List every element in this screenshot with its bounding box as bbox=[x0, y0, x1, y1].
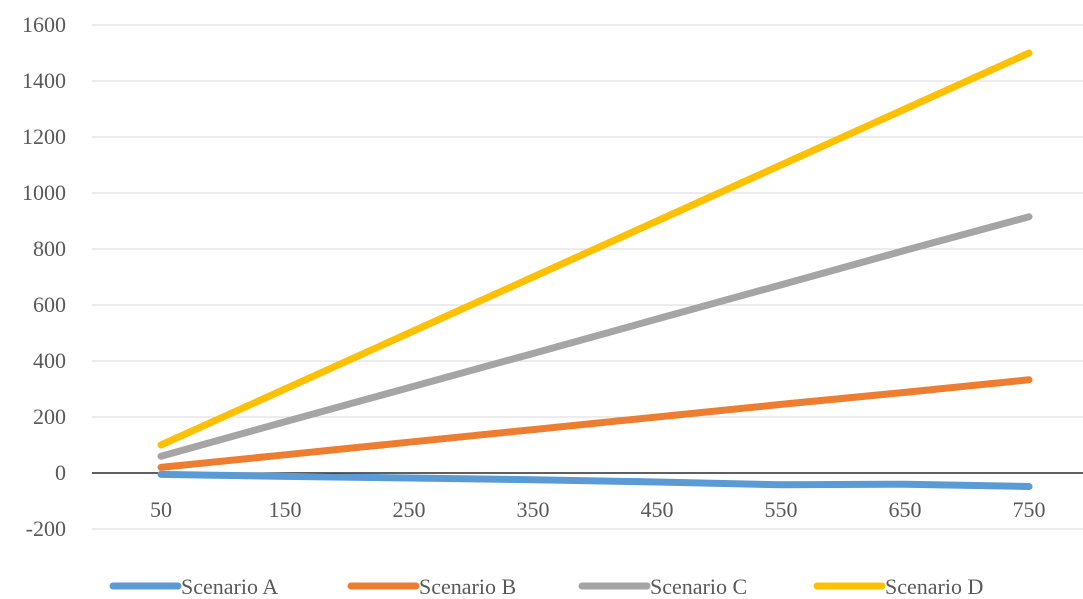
legend-label: Scenario A bbox=[181, 574, 278, 599]
y-tick-label: 400 bbox=[33, 348, 66, 373]
x-tick-label: 150 bbox=[269, 497, 302, 522]
series-line-scenario-b bbox=[157, 376, 1033, 471]
y-axis-tick-labels: -200 0 200 400 600 800 1000 1200 1400 1600 bbox=[22, 12, 66, 541]
x-axis-tick-labels: 50 150 250 350 450 550 650 750 bbox=[150, 497, 1046, 522]
legend-label: Scenario B bbox=[419, 574, 516, 599]
y-tick-label: 1000 bbox=[22, 180, 66, 205]
x-tick-label: 650 bbox=[889, 497, 922, 522]
y-tick-label: 800 bbox=[33, 236, 66, 261]
y-tick-label: 600 bbox=[33, 292, 66, 317]
x-tick-label: 350 bbox=[517, 497, 550, 522]
x-tick-label: 550 bbox=[765, 497, 798, 522]
series-line-scenario-d bbox=[157, 49, 1033, 449]
x-tick-label: 250 bbox=[393, 497, 426, 522]
y-tick-label: 1200 bbox=[22, 124, 66, 149]
y-tick-label: 0 bbox=[55, 460, 66, 485]
gridlines bbox=[92, 24, 1083, 530]
y-tick-label: 1400 bbox=[22, 68, 66, 93]
series-line-scenario-c bbox=[157, 213, 1033, 460]
y-tick-label: 1600 bbox=[22, 12, 66, 37]
x-tick-label: 50 bbox=[150, 497, 172, 522]
legend-label: Scenario D bbox=[885, 574, 983, 599]
legend-label: Scenario C bbox=[650, 574, 747, 599]
series-lines bbox=[157, 49, 1033, 490]
legend: Scenario A Scenario B Scenario C Scenario D bbox=[109, 574, 983, 599]
x-tick-label: 750 bbox=[1013, 497, 1046, 522]
y-tick-label: -200 bbox=[26, 516, 66, 541]
series-line-scenario-a bbox=[157, 470, 1033, 490]
y-tick-label: 200 bbox=[33, 404, 66, 429]
x-tick-label: 450 bbox=[641, 497, 674, 522]
